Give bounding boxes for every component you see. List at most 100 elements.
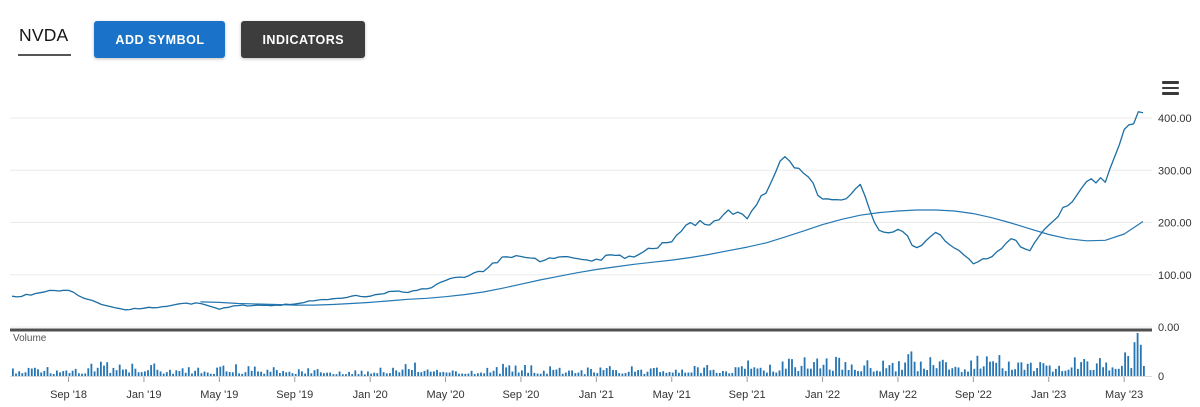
y-axis-tick-label: 300.00 [1158, 165, 1192, 177]
volume-bar [646, 371, 649, 376]
volume-bar [910, 351, 913, 376]
volume-bar [1127, 356, 1130, 376]
volume-bar [800, 365, 803, 376]
x-axis-tick-label: Sep '19 [276, 389, 313, 401]
volume-bar [1064, 370, 1067, 376]
volume-bar [728, 373, 731, 376]
volume-bar [194, 370, 196, 376]
volume-bar [150, 365, 152, 376]
price-volume-chart[interactable]: 400.00 300.00 200.00 100.00 0.00 0 Sep '18 Jan … [0, 70, 1200, 407]
volume-bar [1048, 365, 1051, 376]
volume-bar [502, 363, 504, 376]
volume-bar [967, 371, 969, 376]
volume-bar [744, 368, 746, 376]
volume-bar [1067, 369, 1070, 376]
volume-bar [78, 373, 80, 376]
volume-bar [297, 369, 300, 376]
volume-bar [335, 374, 338, 376]
chart-menu-icon[interactable] [1162, 81, 1179, 98]
volume-bar [392, 367, 394, 376]
volume-bar [332, 374, 335, 376]
volume-bar [976, 355, 979, 376]
volume-bar [885, 368, 888, 376]
volume-bar [539, 373, 542, 376]
volume-bar [916, 371, 919, 376]
volume-bar [624, 373, 627, 376]
symbol-tab[interactable]: NVDA [18, 23, 72, 56]
volume-bar [1001, 368, 1004, 376]
volume-bar [1004, 371, 1007, 376]
volume-bar [448, 372, 451, 376]
volume-bar [319, 372, 322, 376]
volume-bar [561, 373, 564, 376]
volume-bar [574, 373, 577, 376]
volume-bar [172, 373, 174, 376]
add-symbol-button[interactable]: ADD SYMBOL [94, 21, 226, 58]
volume-bar [794, 367, 797, 376]
volume-bar [709, 370, 712, 376]
volume-bar [420, 372, 423, 376]
volume-bar [389, 373, 391, 376]
volume-bar [436, 369, 438, 376]
x-axis: Sep '18 Jan '19 May '19 Sep '19 Jan '20 May '… [50, 377, 1143, 401]
volume-bar [590, 369, 592, 376]
volume-bars [12, 333, 1145, 376]
volume-bar [203, 371, 206, 376]
volume-bar [734, 367, 737, 376]
volume-bar [288, 371, 291, 376]
volume-bar [756, 368, 759, 376]
volume-bar [1014, 369, 1016, 376]
volume-bar [1099, 358, 1101, 376]
volume-bar [1114, 368, 1117, 376]
volume-bar [1033, 371, 1035, 376]
volume-bar [235, 364, 237, 376]
volume-bar [93, 371, 96, 376]
volume-bar [275, 370, 278, 376]
volume-bar [901, 369, 903, 376]
volume-bar [1055, 368, 1057, 376]
volume-bar [985, 356, 988, 376]
volume-bar [175, 370, 178, 376]
volume-bar [71, 370, 74, 376]
volume-bar [103, 365, 105, 376]
x-axis-tick-label: Jan '19 [126, 389, 161, 401]
indicators-button[interactable]: INDICATORS [241, 21, 366, 58]
volume-bar [869, 368, 872, 376]
volume-bar [34, 367, 36, 376]
volume-bar [376, 373, 379, 376]
volume-bar [128, 372, 130, 376]
volume-bar [753, 367, 756, 376]
volume-bar [187, 367, 190, 376]
volume-bar [49, 373, 52, 376]
volume-bar [1130, 368, 1133, 376]
volume-bar [784, 368, 787, 376]
volume-bar [1089, 370, 1092, 376]
volume-bar [423, 370, 426, 376]
volume-bar [998, 355, 1001, 376]
volume-bar [819, 368, 822, 376]
volume-bar [486, 367, 489, 376]
volume-bar [816, 358, 819, 376]
volume-bar [634, 371, 636, 376]
volume-bar [580, 370, 583, 376]
volume-bar [131, 363, 134, 376]
volume-bar [122, 369, 124, 376]
x-axis-tick-label: Jan '23 [1031, 389, 1066, 401]
volume-bar [844, 362, 847, 376]
volume-bar [888, 365, 891, 376]
volume-bar [850, 364, 853, 376]
volume-bar [778, 370, 781, 376]
volume-bar [951, 368, 954, 376]
volume-bar [470, 370, 473, 376]
x-axis-tick-label: May '23 [1105, 389, 1143, 401]
volume-bar [571, 370, 573, 376]
volume-bar [681, 369, 683, 376]
volume-bar [294, 374, 297, 376]
volume-bar [1083, 359, 1086, 376]
volume-bar [1136, 333, 1139, 376]
volume-bar [222, 365, 225, 376]
volume-bar [326, 372, 328, 376]
x-axis-tick-label: Jan '22 [805, 389, 840, 401]
volume-bar [156, 369, 159, 376]
volume-bar [803, 357, 806, 376]
